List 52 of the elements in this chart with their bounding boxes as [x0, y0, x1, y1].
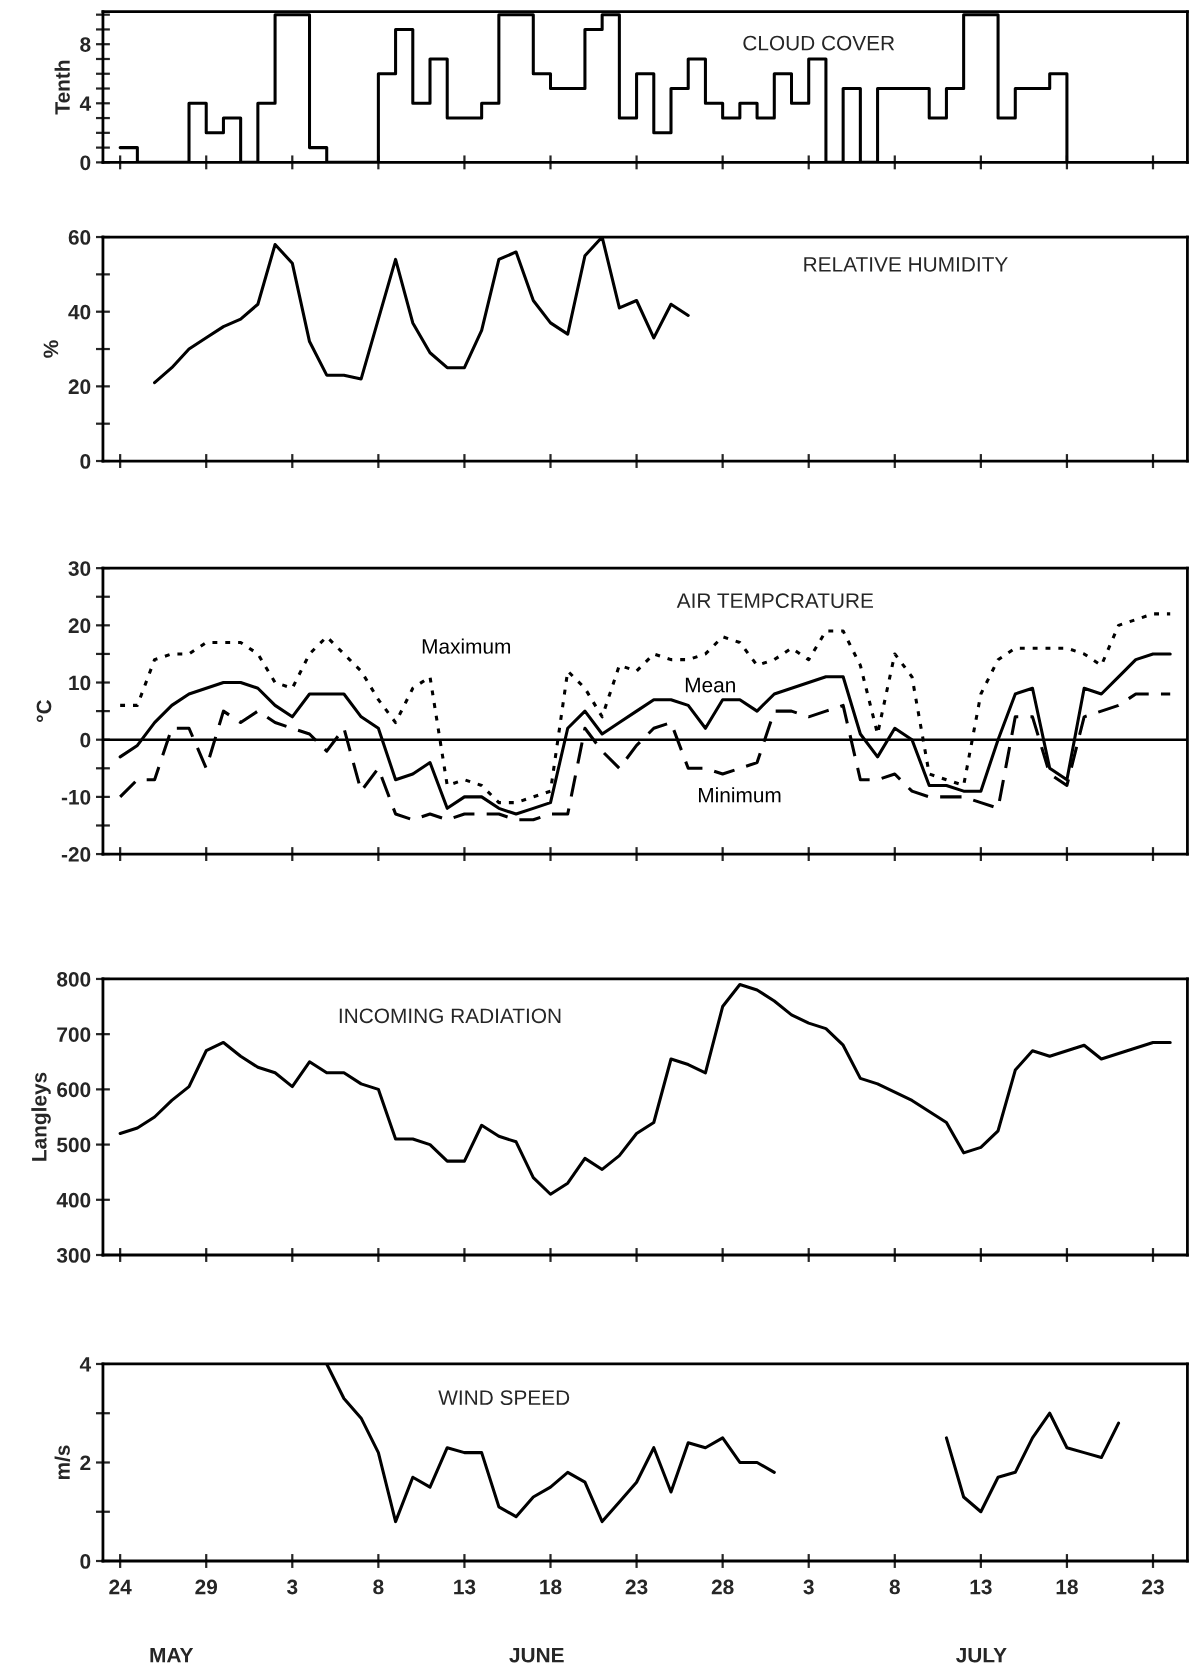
y-tick-label: 8 [80, 37, 91, 52]
x-tick-label: 3 [286, 1579, 298, 1595]
y-tick-label: 0 [80, 732, 91, 748]
y-axis-title: m/s [54, 1445, 71, 1480]
text: JULY [956, 1647, 1007, 1663]
y-axis-title: Tenth [54, 60, 70, 115]
y-tick-label: 60 [68, 230, 91, 245]
y-tick-label: 4 [79, 1357, 92, 1372]
y-tick-label: 40 [68, 304, 91, 320]
text: AIR TEMPCRATURE [676, 593, 874, 609]
y-tick-label: 500 [57, 1137, 91, 1153]
x-tick-label: 18 [1056, 1579, 1078, 1595]
x-tick-label: 18 [540, 1579, 562, 1595]
text: CLOUD COVER [743, 35, 895, 51]
series-label: Mean [685, 677, 735, 693]
y-axis-title: °C [36, 700, 52, 722]
text: RELATIVE HUMIDITY [804, 257, 1008, 272]
x-tick-label: 13 [970, 1579, 992, 1595]
text: JUNE [509, 1647, 564, 1663]
x-tick-label: 8 [373, 1579, 384, 1595]
y-tick-label: -10 [61, 789, 91, 805]
x-tick-label: 23 [625, 1579, 648, 1595]
x-tick-label: 13 [454, 1579, 476, 1595]
y-tick-label: -20 [61, 847, 91, 862]
y-tick-label: 400 [56, 1192, 91, 1208]
y-axis-title: % [43, 340, 59, 358]
y-tick-label: 0 [80, 454, 91, 469]
y-tick-label: 0 [80, 1554, 91, 1569]
y-tick-label: 2 [80, 1455, 91, 1471]
series-label: Minimum [699, 787, 781, 803]
y-tick-label: 20 [68, 379, 91, 395]
y-tick-label: 700 [57, 1027, 91, 1042]
text: INCOMING RADIATION [339, 1008, 561, 1024]
series-label: Maximum [422, 638, 511, 654]
x-tick-label: 8 [889, 1579, 900, 1595]
y-tick-label: 20 [68, 618, 91, 634]
y-tick-label: 0 [80, 155, 91, 171]
y-tick-label: 300 [56, 1248, 91, 1263]
x-tick-label: 3 [803, 1579, 814, 1595]
line-series [118, 982, 1172, 1196]
text: MAY [150, 1647, 194, 1663]
y-tick-label: 4 [79, 96, 92, 111]
y-axis-title: Langleys [31, 1072, 51, 1161]
text: WIND SPEED [438, 1390, 570, 1406]
y-tick-label: 600 [57, 1082, 91, 1098]
y-tick-label: 30 [68, 561, 91, 576]
y-tick-label: 800 [57, 971, 91, 987]
x-tick-label: 28 [711, 1579, 734, 1595]
x-tick-label: 24 [109, 1579, 132, 1595]
y-tick-label: 10 [69, 675, 91, 691]
x-tick-label: 29 [195, 1579, 218, 1595]
x-tick-label: 23 [1142, 1579, 1164, 1595]
